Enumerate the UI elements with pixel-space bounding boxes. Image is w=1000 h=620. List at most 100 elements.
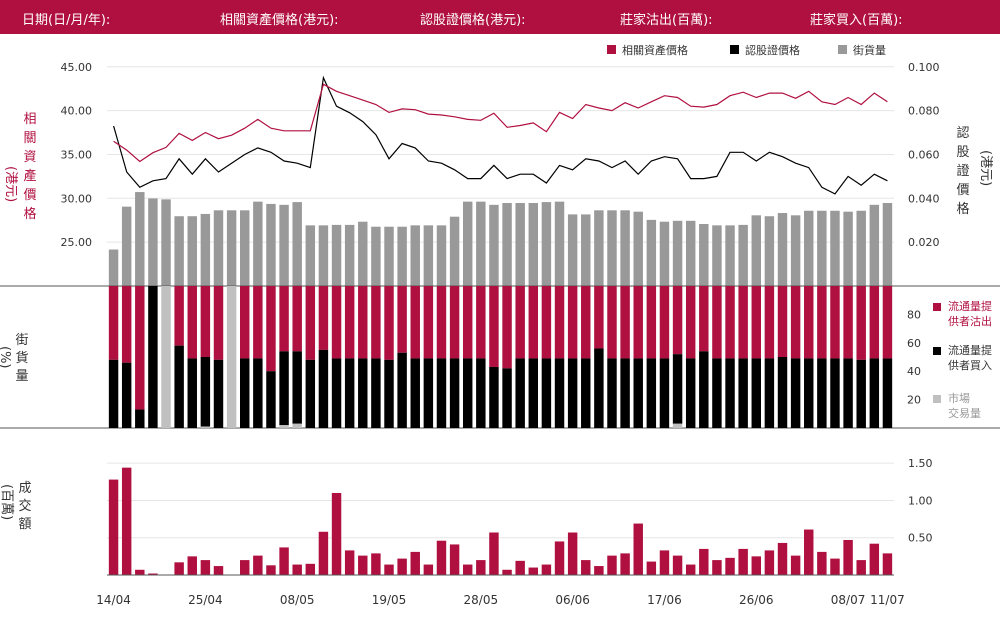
lp-sell-bar bbox=[240, 286, 250, 359]
lp-buy-bar bbox=[135, 409, 145, 428]
x-tick-label: 28/05 bbox=[464, 593, 499, 607]
lp-buy-bar bbox=[725, 358, 735, 428]
turnover-bar bbox=[882, 553, 893, 575]
lp-buy-bar bbox=[213, 359, 224, 428]
warrant-price-label: 認股證價格(港元): bbox=[420, 13, 526, 28]
lp-buy-bar bbox=[108, 359, 119, 428]
lp-sell-bar bbox=[187, 286, 197, 359]
x-tick-label: 26/06 bbox=[739, 593, 774, 607]
lp-sell-bar bbox=[436, 286, 447, 359]
outstanding-bar bbox=[581, 214, 591, 286]
lp-sell-bar bbox=[358, 286, 368, 359]
lp-sell-bar bbox=[371, 286, 381, 359]
lp-buy-bar bbox=[607, 358, 617, 428]
left-axis-unit: (港元) bbox=[3, 166, 18, 202]
outstanding-bar bbox=[790, 215, 801, 286]
lp-buy-bar bbox=[449, 358, 460, 428]
lp-buy-bar bbox=[436, 358, 447, 428]
turnover-bar bbox=[240, 560, 250, 575]
lp-sell-bar bbox=[344, 286, 355, 359]
lp-buy-bar bbox=[423, 358, 434, 428]
lp-buy-bar bbox=[633, 358, 643, 428]
warrant-price-line bbox=[113, 75, 888, 195]
bottom-tick-label: 1.50 bbox=[908, 457, 933, 470]
outstanding-bar bbox=[449, 216, 460, 286]
turnover-bar bbox=[358, 555, 368, 575]
lp-sell-bar bbox=[541, 286, 552, 359]
market-volume-bar bbox=[200, 426, 211, 428]
outstanding-bar bbox=[882, 203, 893, 286]
lp-buy-bar bbox=[869, 358, 880, 428]
lp-sell-bar bbox=[646, 286, 657, 359]
left-axis-title-char: 關 bbox=[23, 131, 36, 146]
right-axis-unit: (港元) bbox=[978, 150, 993, 186]
turnover-bar bbox=[856, 560, 866, 575]
lp-sell-bar bbox=[856, 286, 866, 360]
legend-label: 相關資產價格 bbox=[622, 43, 688, 57]
turnover-bar bbox=[685, 564, 696, 575]
legend-label: 認股證價格 bbox=[745, 43, 800, 57]
lp-buy-bar bbox=[279, 351, 289, 426]
x-tick-label: 19/05 bbox=[372, 593, 407, 607]
mid-legend-label: 流通量提 bbox=[948, 299, 992, 313]
bottom-axis-title-char: 交 bbox=[18, 498, 31, 514]
outstanding-bar bbox=[344, 224, 355, 286]
bottom-tick-label: 1.00 bbox=[908, 494, 933, 507]
turnover-bar bbox=[607, 555, 617, 575]
x-tick-label: 11/07 bbox=[870, 593, 905, 607]
left-axis-title-char: 價 bbox=[23, 188, 36, 203]
outstanding-bar bbox=[672, 220, 683, 286]
lp-buy-bar bbox=[659, 358, 670, 428]
lp-buy-bar bbox=[187, 358, 197, 428]
turnover-bar bbox=[725, 557, 735, 575]
left-axis-title-char: 格 bbox=[23, 206, 36, 222]
lp-buy-bar bbox=[712, 358, 722, 428]
x-tick-label: 14/04 bbox=[96, 593, 131, 607]
right-axis-title-char: 價 bbox=[956, 183, 969, 198]
outstanding-bar bbox=[266, 203, 276, 286]
lp-sell-bar bbox=[502, 286, 512, 369]
turnover-bar bbox=[384, 564, 394, 575]
lp-buy-bar bbox=[672, 354, 683, 424]
outstanding-bar bbox=[620, 210, 630, 286]
left-tick-label: 25.00 bbox=[61, 236, 93, 249]
outstanding-bar bbox=[594, 210, 604, 286]
turnover-bar bbox=[646, 561, 657, 575]
outstanding-bar bbox=[148, 198, 158, 286]
turnover-bar bbox=[528, 567, 539, 575]
outstanding-bar bbox=[384, 226, 394, 286]
outstanding-bar bbox=[410, 225, 420, 286]
lp-buy-bar bbox=[764, 358, 775, 428]
turnover-bar bbox=[187, 556, 197, 575]
turnover-bar bbox=[567, 532, 578, 575]
lp-sell-bar bbox=[331, 286, 342, 359]
lp-buy-bar bbox=[856, 359, 866, 428]
lp-sell-bar bbox=[213, 286, 224, 360]
date-label: 日期(日/月/年): bbox=[22, 13, 111, 28]
market-volume-bar bbox=[279, 425, 289, 428]
lp-buy-bar bbox=[620, 358, 630, 428]
outstanding-bar bbox=[869, 204, 880, 286]
left-axis-title-char: 相 bbox=[23, 112, 36, 127]
lp-buy-bar bbox=[305, 359, 316, 428]
outstanding-bar bbox=[502, 203, 512, 286]
outstanding-bar bbox=[764, 216, 775, 286]
lp-sell-bar bbox=[869, 286, 880, 359]
left-axis-title-char: 資 bbox=[23, 150, 36, 165]
outstanding-bar bbox=[174, 216, 184, 286]
outstanding-bar bbox=[554, 201, 565, 286]
mid-legend-swatch bbox=[933, 347, 941, 355]
bottom-axis-title-char: 成 bbox=[18, 481, 31, 496]
turnover-bar bbox=[790, 555, 801, 575]
lp-sell-bar bbox=[292, 286, 302, 352]
lp-sell-bar bbox=[777, 286, 788, 357]
lp-buy-bar bbox=[253, 358, 263, 428]
outstanding-bar bbox=[712, 225, 722, 286]
turnover-bar bbox=[476, 560, 486, 575]
x-tick-label: 08/07 bbox=[831, 593, 866, 607]
lp-sell-bar bbox=[279, 286, 289, 352]
outstanding-bar bbox=[567, 214, 578, 286]
mid-legend-label: 市場 bbox=[948, 391, 970, 405]
lp-buy-bar bbox=[699, 351, 709, 428]
turnover-bar bbox=[213, 566, 224, 575]
